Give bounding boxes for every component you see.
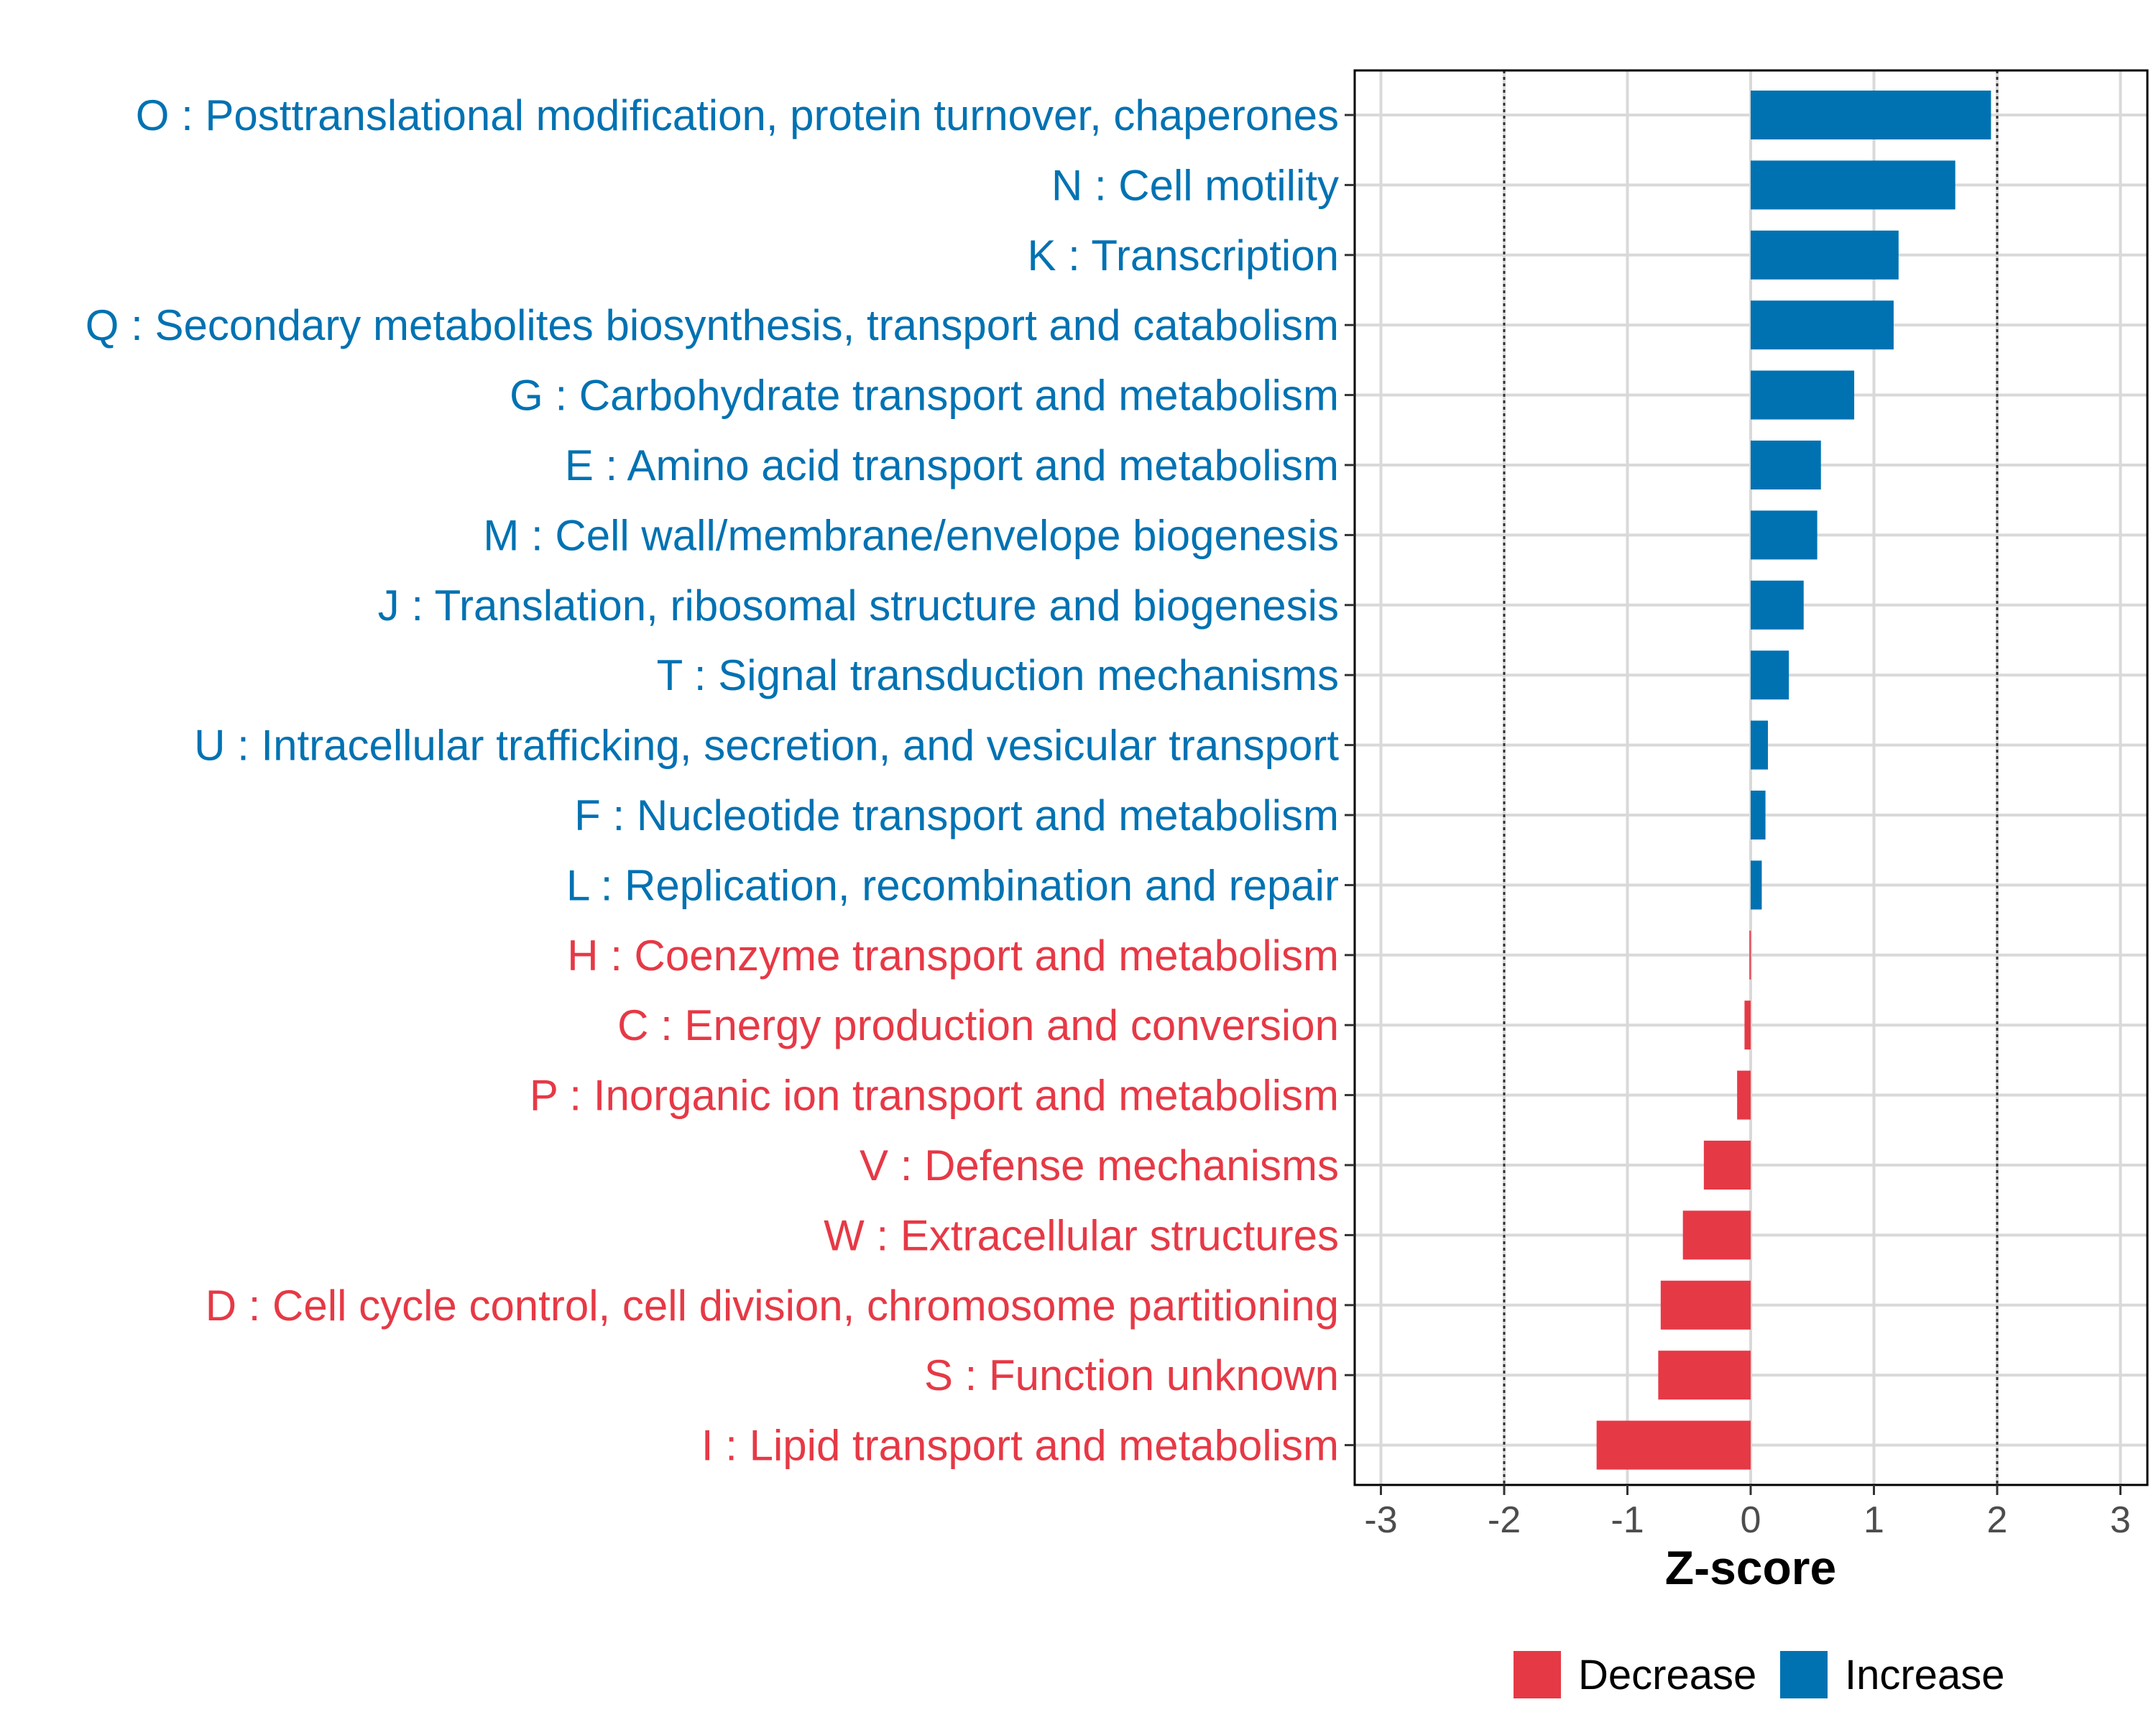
x-axis-ticks: -3 -2 -1 0 1 2 3 (1364, 1485, 2131, 1541)
category-label: W : Extracellular structures (824, 1211, 1339, 1259)
bar (1751, 860, 1762, 910)
category-label: V : Defense mechanisms (860, 1141, 1339, 1190)
bar (1751, 580, 1804, 630)
x-tick-label: 1 (1864, 1499, 1884, 1541)
bar (1751, 91, 1991, 139)
bar (1596, 1420, 1751, 1470)
category-label: K : Transcription (1027, 231, 1339, 280)
reference-lines (1503, 70, 1999, 1485)
bars (1596, 91, 1991, 1470)
category-label: C : Energy production and conversion (617, 1001, 1339, 1049)
category-label: Q : Secondary metabolites biosynthesis, … (86, 301, 1339, 349)
legend-decrease-label: Decrease (1578, 1652, 1756, 1698)
category-label: H : Coenzyme transport and metabolism (567, 932, 1339, 980)
bar (1660, 1280, 1751, 1330)
x-axis-title: Z-score (1665, 1541, 1836, 1594)
legend-increase-label: Increase (1845, 1652, 2004, 1698)
category-label: T : Signal transduction mechanisms (657, 651, 1339, 699)
category-label: O : Posttranslational modification, prot… (136, 91, 1339, 139)
bar (1744, 1000, 1751, 1050)
bar (1658, 1351, 1751, 1400)
category-label: I : Lipid transport and metabolism (701, 1422, 1339, 1470)
category-label: D : Cell cycle control, cell division, c… (206, 1282, 1339, 1330)
bar (1682, 1210, 1751, 1260)
category-label: S : Function unknown (924, 1351, 1339, 1399)
x-tick-label: 2 (1987, 1499, 2008, 1541)
x-tick-label: 3 (2110, 1499, 2131, 1541)
bar (1751, 510, 1818, 560)
bar (1751, 370, 1855, 420)
bar (1751, 791, 1766, 840)
bar (1703, 1141, 1751, 1190)
y-axis-ticks: O : Posttranslational modification, prot… (86, 91, 1355, 1470)
category-label: M : Cell wall/membrane/envelope biogenes… (483, 511, 1339, 559)
legend-increase-swatch (1780, 1651, 1828, 1698)
x-tick-label: -1 (1611, 1499, 1644, 1541)
x-tick-label: -3 (1364, 1499, 1397, 1541)
legend-decrease-swatch (1514, 1651, 1561, 1698)
bar (1751, 160, 1955, 210)
bar (1737, 1070, 1751, 1120)
bar (1749, 930, 1751, 980)
category-label: F : Nucleotide transport and metabolism (574, 791, 1339, 840)
bar (1751, 720, 1769, 770)
category-label: G : Carbohydrate transport and metabolis… (510, 372, 1339, 420)
bar (1751, 230, 1899, 280)
category-label: E : Amino acid transport and metabolism (565, 441, 1339, 489)
x-tick-label: 0 (1741, 1499, 1761, 1541)
bar (1751, 441, 1821, 489)
x-tick-label: -2 (1488, 1499, 1521, 1541)
bar (1751, 650, 1789, 700)
category-label: L : Replication, recombination and repai… (566, 861, 1339, 909)
legend: Decrease Increase (1514, 1651, 2004, 1698)
category-label: U : Intracellular trafficking, secretion… (194, 722, 1339, 770)
category-label: P : Inorganic ion transport and metaboli… (530, 1072, 1339, 1120)
category-label: J : Translation, ribosomal structure and… (378, 581, 1339, 630)
bar (1751, 300, 1894, 350)
category-label: N : Cell motility (1051, 161, 1339, 209)
